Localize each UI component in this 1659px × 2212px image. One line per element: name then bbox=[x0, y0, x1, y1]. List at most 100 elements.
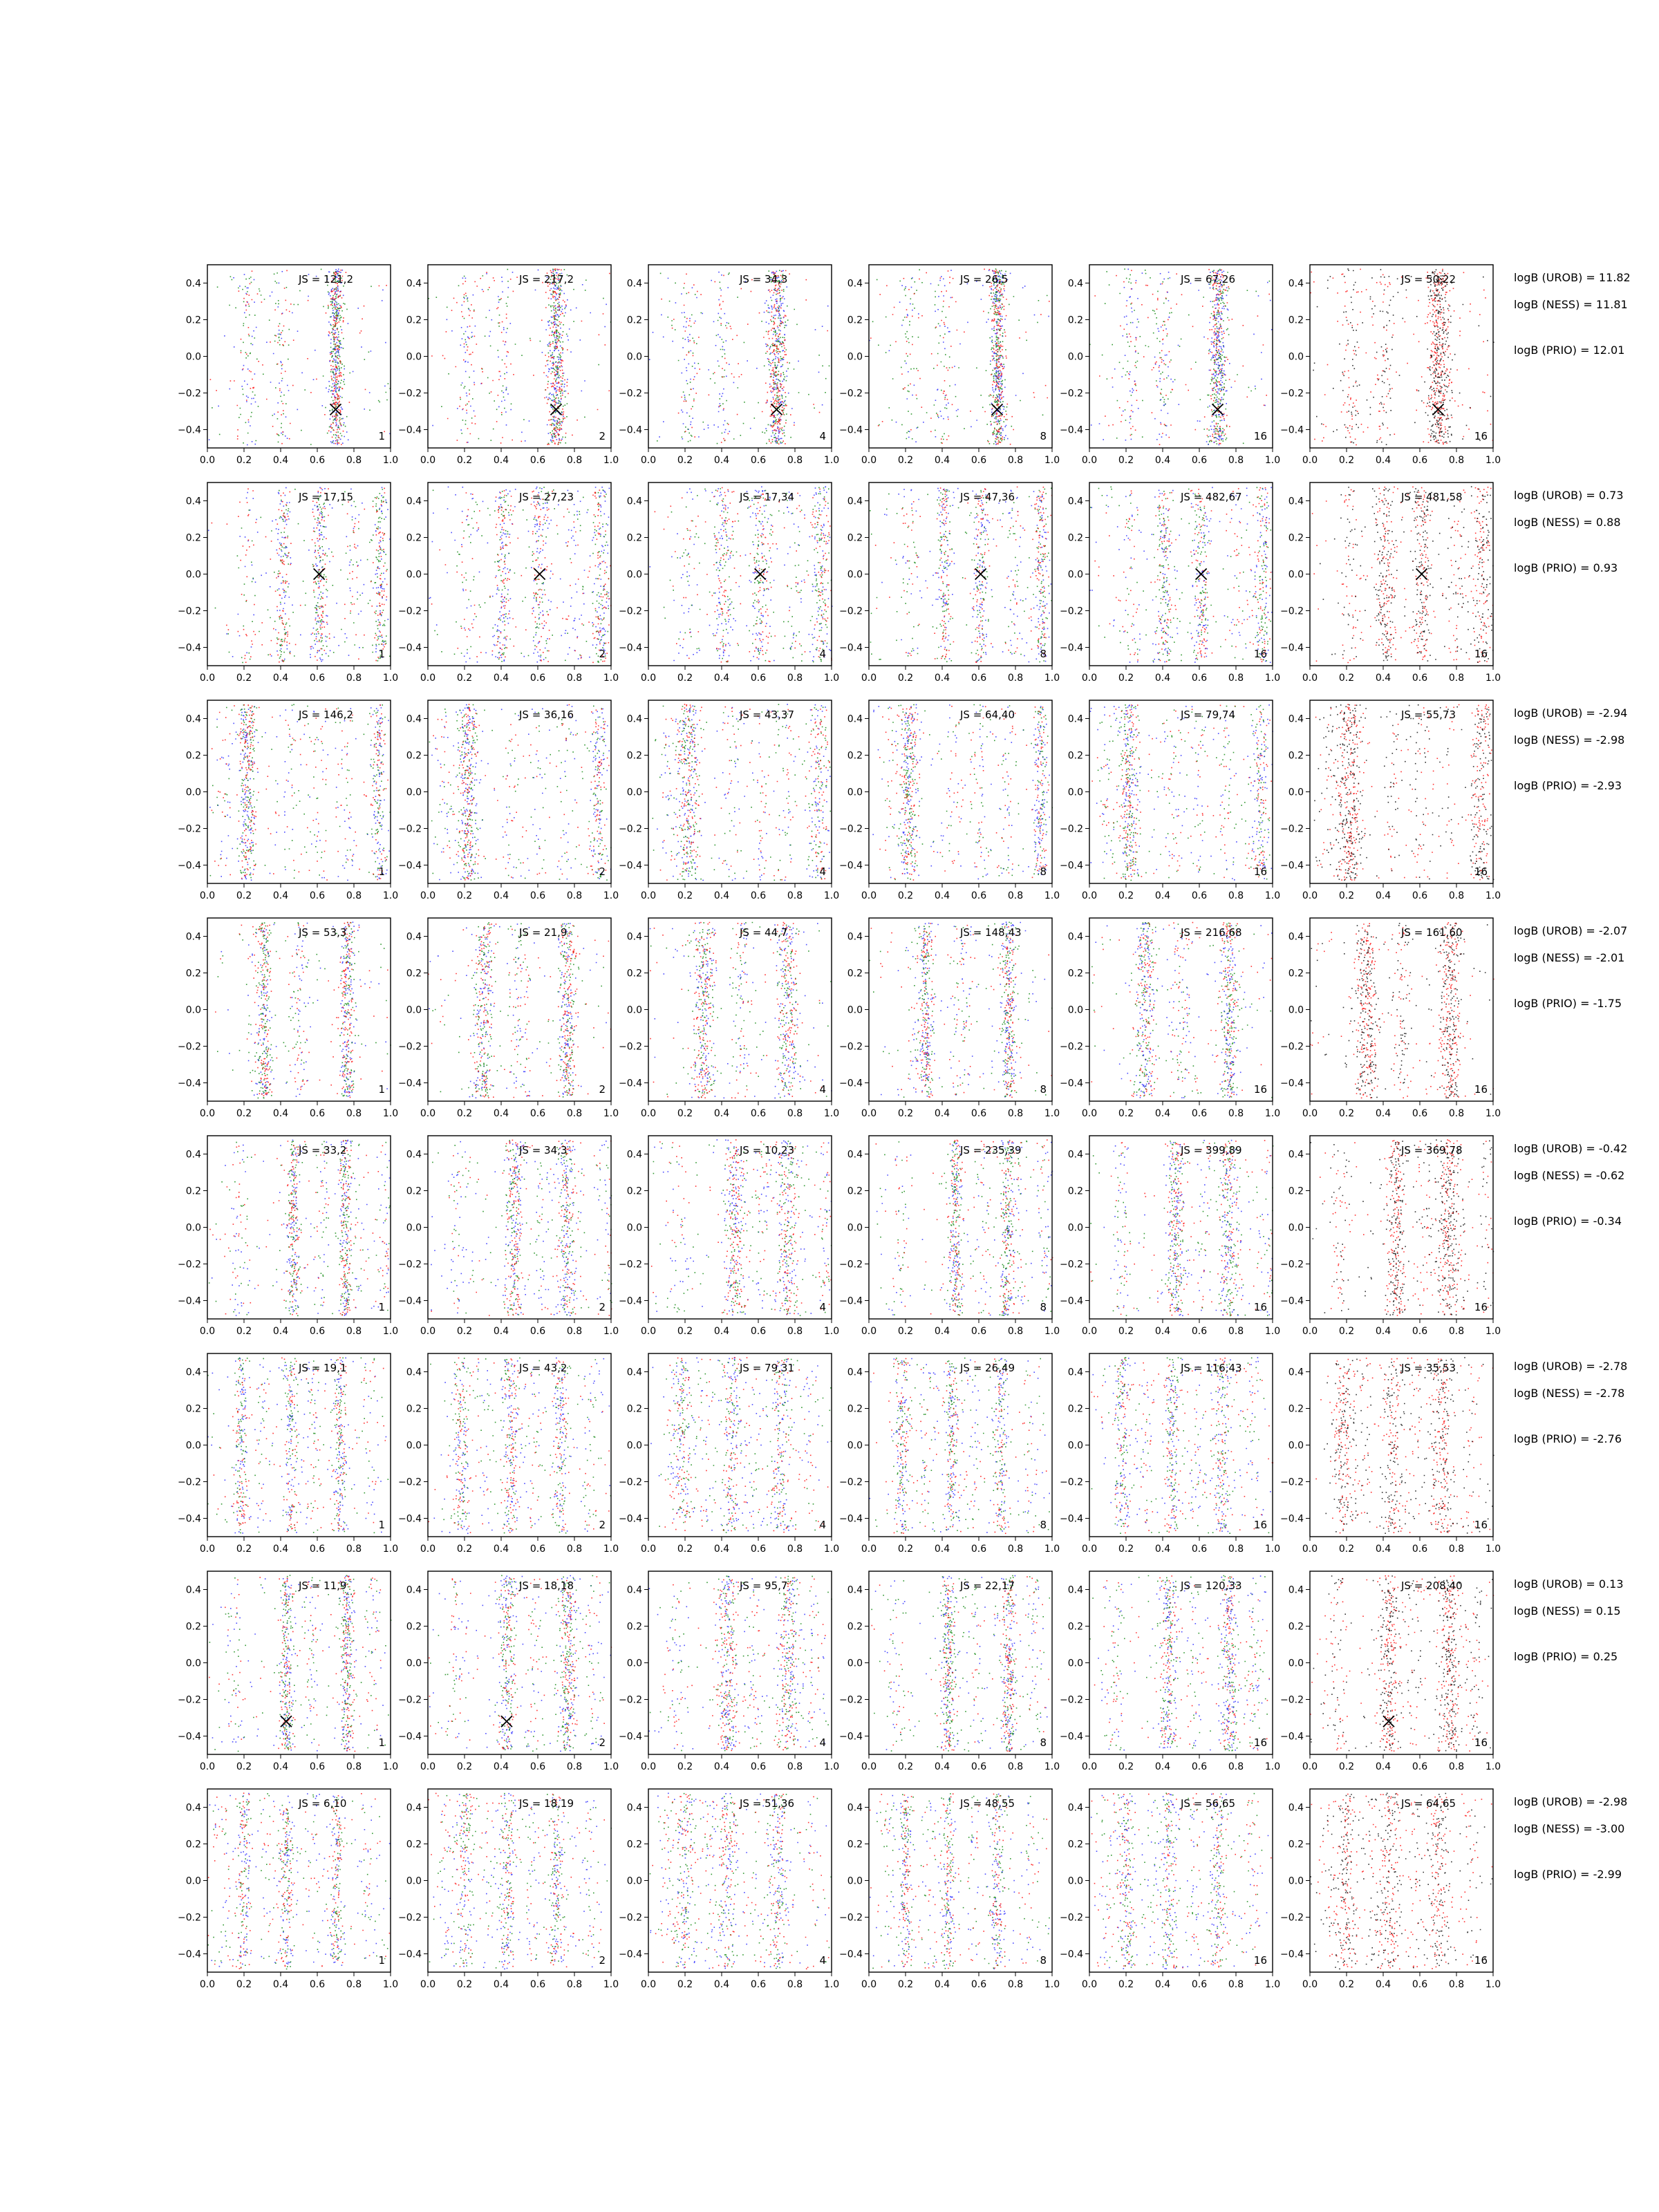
x-tick-label: 0.0 bbox=[861, 890, 877, 901]
scatter-series bbox=[648, 270, 829, 444]
x-tick-label: 0.2 bbox=[1118, 455, 1134, 466]
y-tick-label: −0.4 bbox=[619, 1732, 642, 1743]
panel-r6-c6: 0.0 0.2 0.4 0.6 0.8 1.0 0.4 0.2 0.0 −0.2 −0.4 JS = … bbox=[1280, 1353, 1501, 1555]
scatter-points bbox=[207, 1357, 389, 1534]
y-tick-label: −0.2 bbox=[839, 1913, 863, 1924]
scatter-points bbox=[869, 1793, 1050, 1969]
x-tick-label: 1.0 bbox=[1044, 455, 1060, 466]
x-tick-label: 0.0 bbox=[200, 455, 215, 466]
panel-r7-c5: 0.0 0.2 0.4 0.6 0.8 1.0 0.4 0.2 0.0 −0.2 −0.4 JS = … bbox=[1060, 1571, 1280, 1772]
panel-corner-label: 2 bbox=[599, 430, 606, 442]
scatter-series bbox=[207, 1357, 389, 1534]
x-tick-label: 0.4 bbox=[1376, 455, 1391, 466]
x-tick-label: 0.2 bbox=[1118, 1326, 1134, 1337]
scatter-series bbox=[1315, 1357, 1494, 1534]
scatter-series bbox=[650, 921, 823, 1099]
x-tick-label: 0.2 bbox=[677, 890, 693, 901]
scatter-series bbox=[652, 1794, 830, 1969]
x-tick-label: 0.4 bbox=[273, 1108, 288, 1119]
panel-corner-label: 16 bbox=[1254, 865, 1267, 878]
y-tick-label: 0.2 bbox=[847, 1404, 863, 1415]
scatter-series bbox=[648, 1576, 825, 1750]
js-label: JS = 64,65 bbox=[1400, 1797, 1456, 1810]
panel-corner-label: 4 bbox=[819, 1083, 826, 1096]
panel-corner-label: 1 bbox=[378, 648, 385, 660]
js-label: JS = 481,58 bbox=[1400, 491, 1463, 503]
x-tick-label: 0.0 bbox=[861, 1761, 877, 1772]
y-tick-label: 0.0 bbox=[847, 352, 863, 363]
x-tick-label: 0.2 bbox=[677, 455, 693, 466]
x-tick-label: 0.8 bbox=[787, 1326, 803, 1337]
y-tick-label: −0.4 bbox=[619, 1949, 642, 1960]
y-tick-label: −0.4 bbox=[1280, 643, 1304, 654]
x-tick-label: 0.4 bbox=[1376, 1326, 1391, 1337]
y-tick-label: 0.2 bbox=[406, 1839, 422, 1850]
js-label: JS = 64,40 bbox=[959, 709, 1015, 721]
y-tick-label: 0.0 bbox=[1288, 1005, 1304, 1016]
panel-corner-label: 16 bbox=[1474, 1954, 1488, 1967]
x-tick-label: 0.8 bbox=[1008, 455, 1023, 466]
scatter-series bbox=[429, 1575, 611, 1752]
x-tick-label: 0.4 bbox=[273, 1979, 288, 1990]
y-tick-label: −0.2 bbox=[398, 1913, 422, 1924]
scatter-series bbox=[431, 704, 612, 881]
x-tick-label: 0.0 bbox=[1082, 1326, 1097, 1337]
scatter-series bbox=[1320, 486, 1494, 663]
y-tick-label: −0.4 bbox=[178, 1514, 201, 1525]
x-tick-label: 0.2 bbox=[1339, 1326, 1354, 1337]
y-tick-label: −0.2 bbox=[1280, 824, 1304, 835]
reference-marker bbox=[313, 568, 326, 581]
y-tick-label: 0.0 bbox=[186, 1876, 201, 1887]
scatter-series bbox=[869, 1793, 1047, 1969]
x-tick-label: 0.2 bbox=[457, 673, 472, 684]
scatter-points bbox=[429, 704, 612, 881]
js-label: JS = 6,10 bbox=[298, 1797, 346, 1810]
x-tick-label: 0.6 bbox=[530, 1326, 545, 1337]
y-tick-label: 0.4 bbox=[1288, 496, 1304, 507]
x-tick-label: 1.0 bbox=[1044, 1761, 1060, 1772]
y-tick-label: 0.4 bbox=[1288, 932, 1304, 943]
scatter-series bbox=[431, 1139, 611, 1316]
y-tick-label: 0.2 bbox=[406, 751, 422, 762]
panel-r4-c3: 0.0 0.2 0.4 0.6 0.8 1.0 0.4 0.2 0.0 −0.2 −0.4 JS = … bbox=[619, 917, 839, 1119]
y-tick-label: 0.2 bbox=[186, 1186, 201, 1197]
js-label: JS = 216,68 bbox=[1180, 926, 1242, 939]
js-label: JS = 121,2 bbox=[298, 273, 353, 285]
x-tick-label: 1.0 bbox=[383, 890, 398, 901]
reference-marker bbox=[500, 1715, 513, 1727]
js-label: JS = 95,7 bbox=[739, 1580, 787, 1592]
reference-marker bbox=[1195, 568, 1208, 581]
x-tick-label: 0.8 bbox=[1008, 1326, 1023, 1337]
x-tick-label: 0.2 bbox=[898, 1761, 913, 1772]
y-tick-label: 0.0 bbox=[847, 1441, 863, 1452]
scatter-series bbox=[1091, 1793, 1272, 1969]
panel-corner-label: 16 bbox=[1254, 1954, 1267, 1967]
scatter-points bbox=[1089, 486, 1273, 664]
scatter-series bbox=[870, 268, 1050, 445]
x-tick-label: 0.4 bbox=[1376, 890, 1391, 901]
logb-label: logB (UROB) = -0.42 bbox=[1514, 1142, 1627, 1155]
scatter-series bbox=[1310, 1575, 1493, 1752]
scatter-series bbox=[649, 922, 832, 1099]
scatter-series bbox=[657, 704, 831, 881]
scatter-series bbox=[654, 487, 832, 663]
panel-r2-c1: 0.0 0.2 0.4 0.6 0.8 1.0 0.4 0.2 0.0 −0.2 −0.4 JS = … bbox=[178, 482, 398, 684]
js-label: JS = 146,2 bbox=[298, 709, 353, 721]
scatter-points bbox=[1089, 1575, 1271, 1752]
scatter-series bbox=[876, 1140, 1053, 1316]
scatter-series bbox=[432, 269, 607, 443]
x-tick-label: 0.8 bbox=[1228, 1326, 1244, 1337]
y-tick-label: 0.2 bbox=[1288, 1622, 1304, 1633]
panel-corner-label: 16 bbox=[1474, 1519, 1488, 1531]
y-tick-label: −0.4 bbox=[398, 1296, 422, 1307]
scatter-series bbox=[221, 921, 388, 1097]
js-label: JS = 10,23 bbox=[739, 1144, 794, 1156]
x-tick-label: 1.0 bbox=[824, 455, 839, 466]
panel-r7-c4: 0.0 0.2 0.4 0.6 0.8 1.0 0.4 0.2 0.0 −0.2 −0.4 JS = … bbox=[839, 1571, 1060, 1772]
scatter-series bbox=[432, 922, 604, 1098]
y-tick-label: 0.0 bbox=[186, 787, 201, 798]
y-tick-label: 0.4 bbox=[406, 714, 422, 725]
scatter-series bbox=[211, 487, 388, 663]
x-tick-label: 0.2 bbox=[1118, 673, 1134, 684]
x-tick-label: 0.8 bbox=[567, 1326, 582, 1337]
